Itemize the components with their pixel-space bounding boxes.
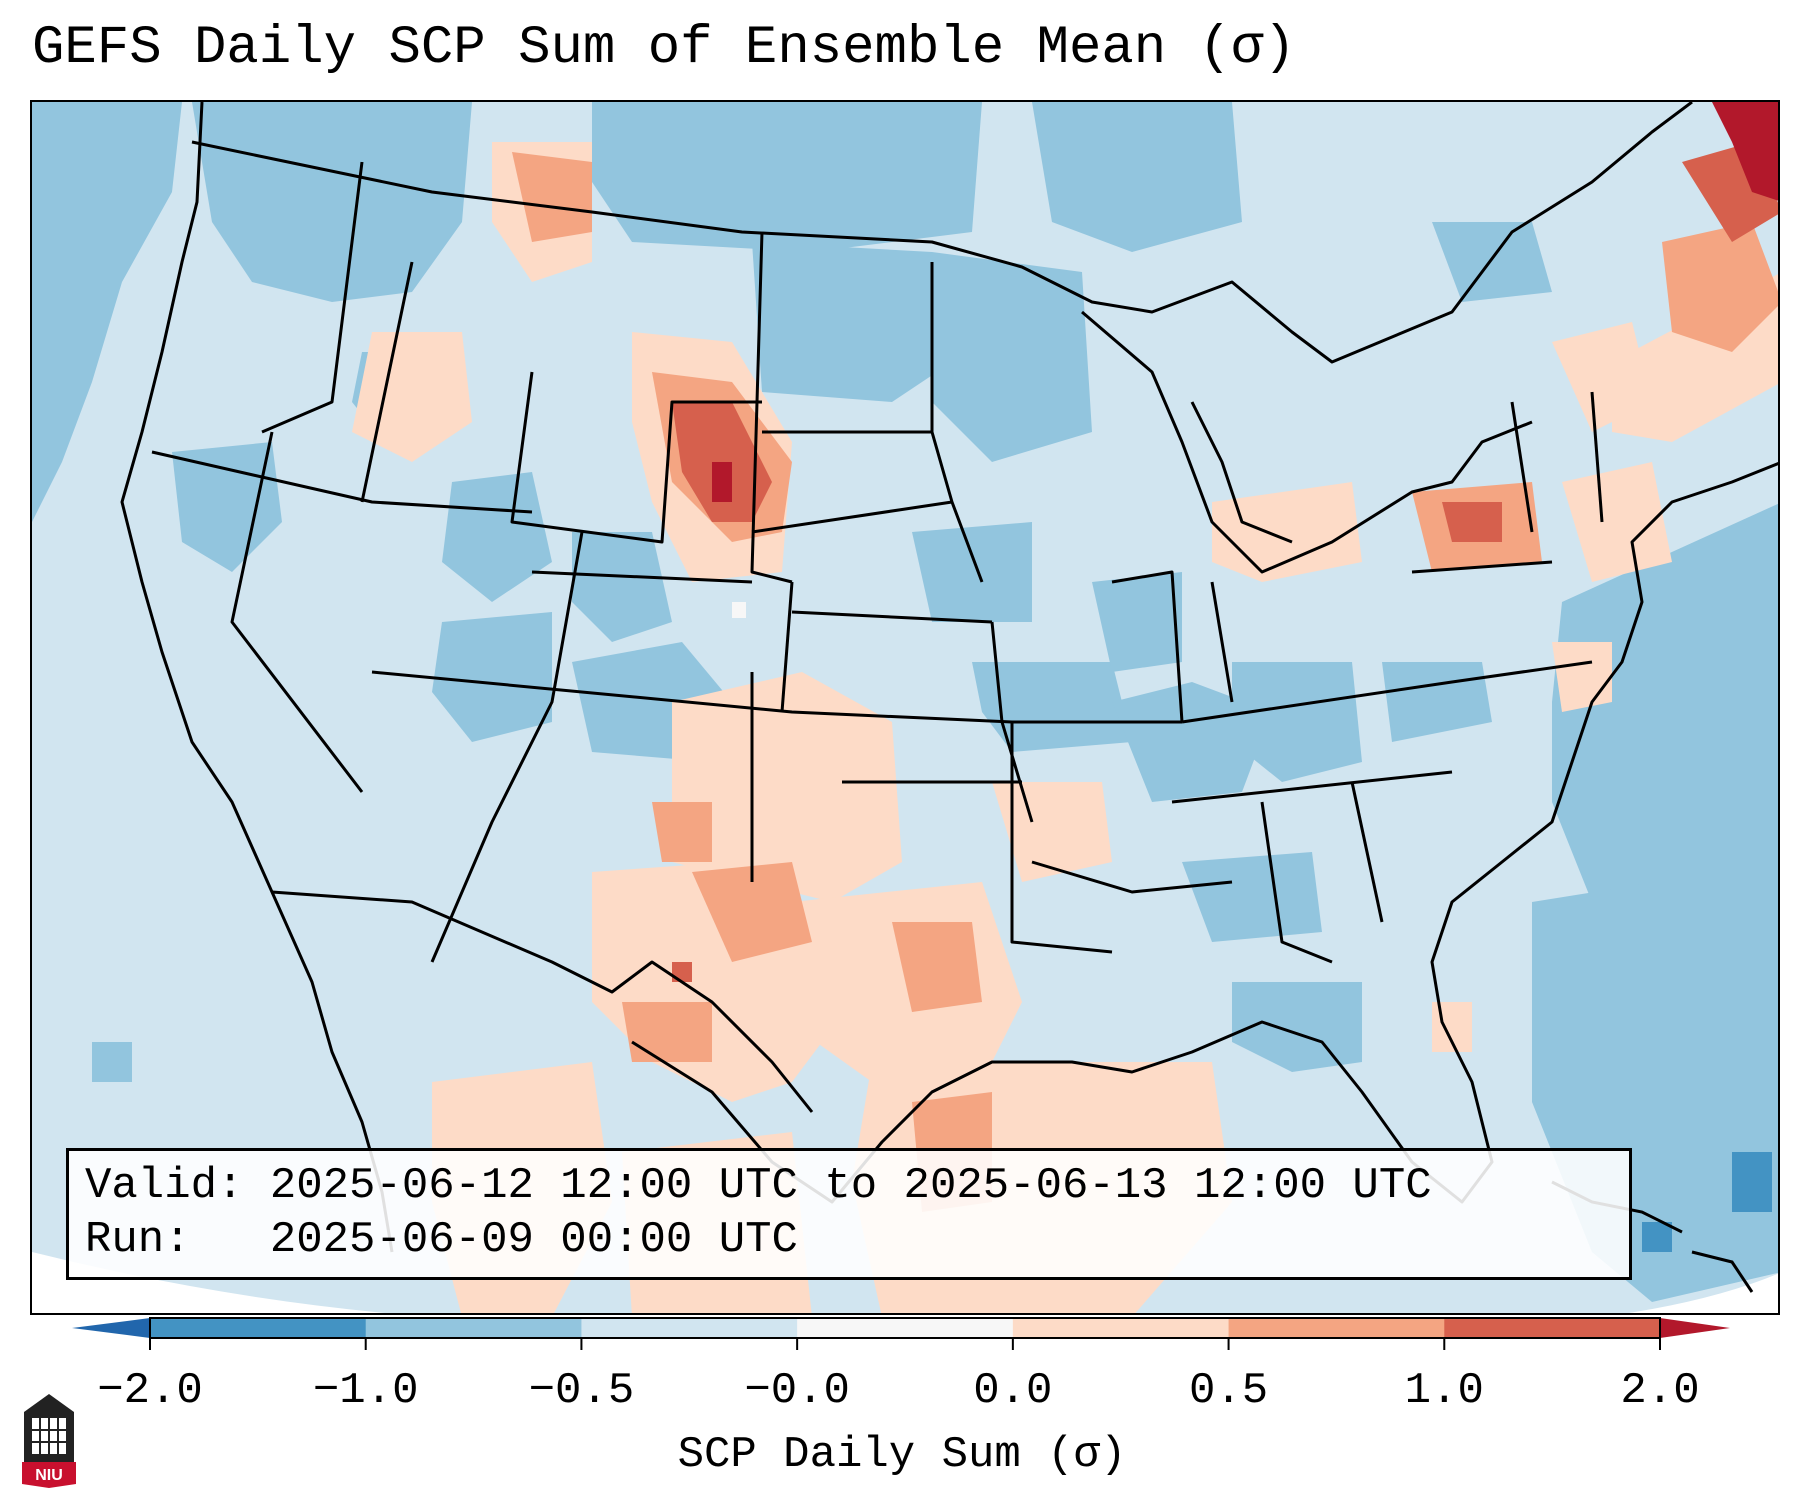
chart-title: GEFS Daily SCP Sum of Ensemble Mean (σ): [32, 18, 1296, 79]
boundaries: [120, 102, 1778, 1253]
validity-info-box: Valid: 2025-06-12 12:00 UTC to 2025-06-1…: [66, 1148, 1632, 1280]
run-label: Run:: [85, 1215, 191, 1265]
colorbar-tick-label: 0.0: [973, 1366, 1053, 1416]
niu-logo-text: NIU: [35, 1467, 63, 1484]
colorbar-outline: [149, 1317, 1661, 1339]
projection-edge: [32, 1252, 386, 1313]
colorbar-tick-label: 2.0: [1620, 1366, 1700, 1416]
colorbar-bin-5: [1228, 1318, 1445, 1338]
projection-edge-right: [1628, 1273, 1778, 1313]
colorbar-over-arrow: [1660, 1318, 1730, 1338]
run-value: 2025-06-09 00:00 UTC: [269, 1215, 798, 1265]
valid-value: 2025-06-12 12:00 UTC to 2025-06-13 12:00…: [269, 1161, 1432, 1211]
colorbar: [72, 1317, 1730, 1350]
positive-max-regions: [712, 102, 1778, 502]
colorbar-tick-label: −1.0: [312, 1366, 419, 1416]
colorbar-tick-label: −0.5: [528, 1366, 635, 1416]
colorbar-under-arrow: [72, 1318, 150, 1338]
colorbar-bin-6: [1444, 1318, 1661, 1338]
valid-label: Valid:: [85, 1161, 244, 1211]
niu-logo: NIU: [22, 1394, 76, 1488]
scp-field-map: [32, 102, 1778, 1313]
strong-negative-speckles: [1642, 1152, 1772, 1252]
map-panel: [30, 100, 1780, 1315]
colorbar-tick-label: 1.0: [1404, 1366, 1484, 1416]
colorbar-tick-label: −2.0: [97, 1366, 203, 1416]
colorbar-bin-4: [1012, 1318, 1230, 1338]
near-zero-spot: [732, 602, 746, 618]
colorbar-bin-3: [797, 1318, 1014, 1338]
colorbar-tick-label: 0.5: [1188, 1366, 1269, 1416]
colorbar-label: SCP Daily Sum (σ): [677, 1430, 1127, 1480]
colorbar-tick-label: −0.0: [744, 1366, 850, 1416]
colorbar-bin-0: [150, 1318, 367, 1338]
colorbar-bin-1: [365, 1318, 582, 1338]
colorbar-bin-2: [581, 1318, 798, 1338]
